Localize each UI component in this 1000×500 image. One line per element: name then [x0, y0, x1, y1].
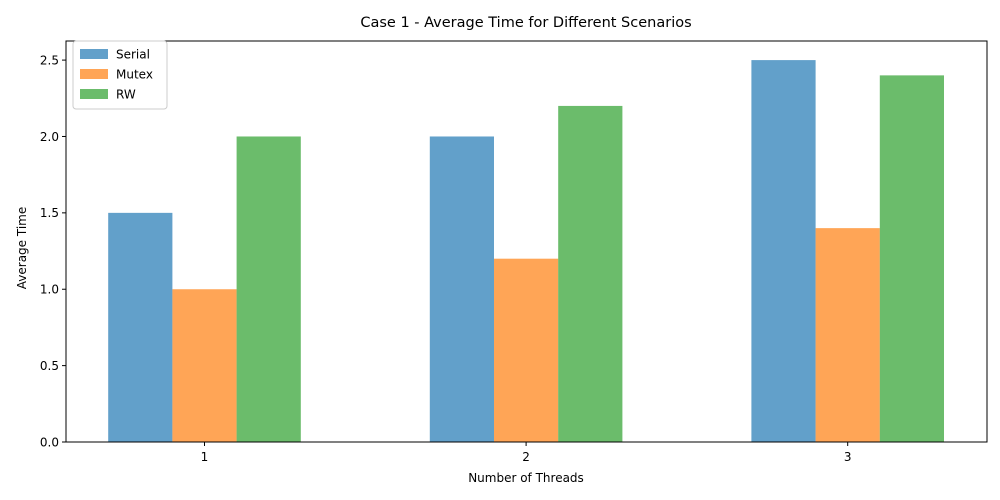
legend-swatch-serial [80, 49, 108, 59]
plot-area: 1 2 3 0.0 0.5 1.0 1.5 2.0 2.5 [40, 40, 988, 464]
bar-mutex-1 [172, 289, 237, 442]
y-tick-label: 2.5 [40, 53, 59, 67]
bar-serial-3 [751, 60, 816, 442]
legend: Serial Mutex RW [72, 40, 168, 110]
bar-serial-1 [108, 212, 173, 442]
y-tick-label: 0.0 [40, 435, 59, 449]
legend-swatch-rw [80, 89, 108, 99]
series-mutex [172, 228, 880, 442]
x-tick-label: 1 [201, 450, 209, 464]
x-tick-label: 3 [844, 450, 852, 464]
series-rw [236, 75, 944, 443]
bar-rw-1 [236, 136, 301, 443]
x-tick-label: 2 [522, 450, 530, 464]
y-tick-label: 1.0 [40, 283, 59, 297]
legend-swatch-mutex [80, 69, 108, 79]
y-tick-label: 0.5 [40, 359, 59, 373]
bar-serial-2 [429, 136, 494, 443]
legend-label-serial: Serial [116, 48, 150, 62]
series-serial [108, 60, 816, 443]
y-tick-label: 2.0 [40, 130, 59, 144]
bar-mutex-2 [494, 258, 559, 442]
chart-title: Case 1 - Average Time for Different Scen… [360, 15, 691, 31]
y-axis-label: Average Time [15, 207, 29, 289]
legend-label-mutex: Mutex [116, 68, 153, 82]
bar-mutex-3 [815, 228, 880, 442]
bar-rw-2 [558, 105, 623, 443]
x-axis-label: Number of Threads [468, 471, 584, 485]
y-tick-label: 1.5 [40, 206, 59, 220]
legend-label-rw: RW [116, 88, 136, 102]
bar-rw-3 [879, 75, 944, 443]
